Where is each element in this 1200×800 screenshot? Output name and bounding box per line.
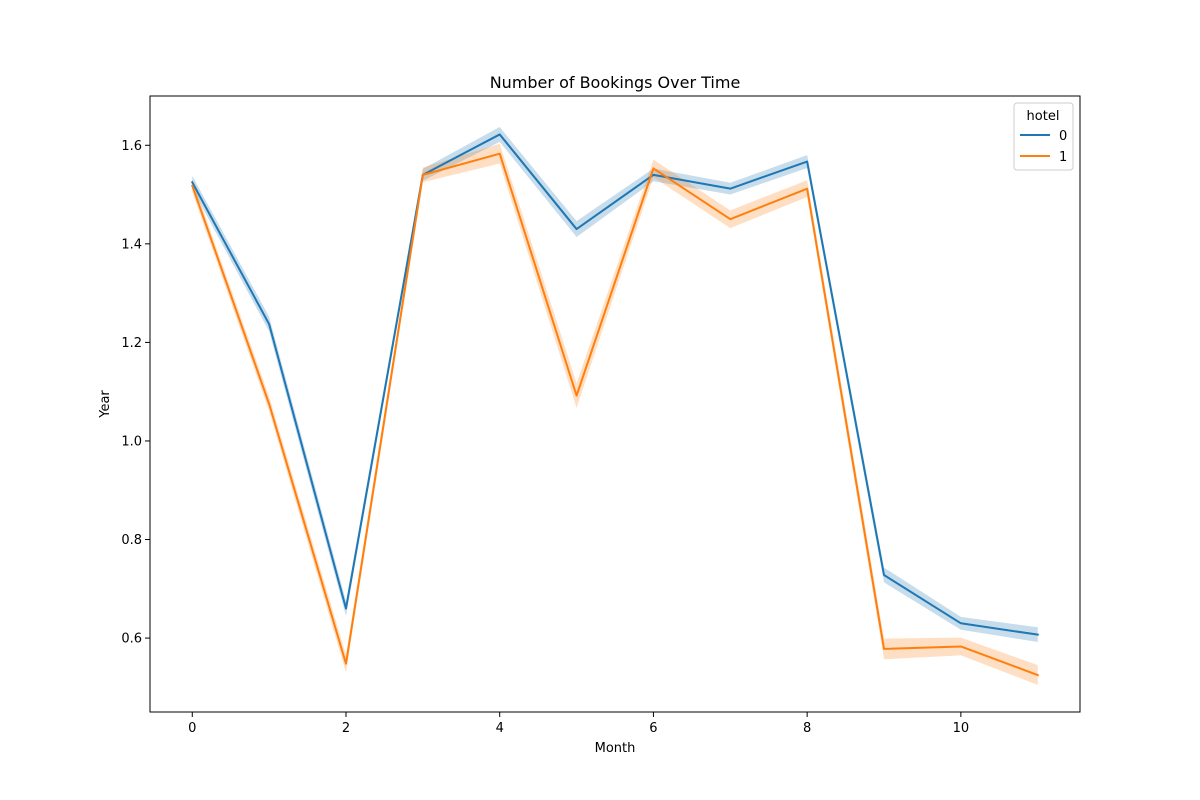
y-tick-label-0.8: 0.8 (121, 533, 142, 548)
legend-label-hotel-0: 0 (1059, 129, 1067, 144)
legend-label-hotel-1: 1 (1059, 150, 1067, 165)
x-tick-label-8: 8 (803, 721, 811, 736)
ci-band-hotel-1 (192, 143, 1038, 685)
x-tick-label-4: 4 (496, 721, 504, 736)
x-tick-label-10: 10 (953, 721, 970, 736)
x-tick-label-0: 0 (188, 721, 196, 736)
line-hotel-0 (190, 133, 1039, 636)
legend-box (1013, 102, 1074, 171)
y-tick-label-1.6: 1.6 (121, 139, 142, 154)
x-tick-label-6: 6 (649, 721, 657, 736)
chart-title: Number of Bookings Over Time (490, 73, 741, 92)
legend-title: hotel (1027, 109, 1060, 124)
y-tick-label-1.4: 1.4 (121, 237, 142, 252)
y-tick-label-1.0: 1.0 (121, 434, 142, 449)
series-lines (190, 133, 1040, 677)
y-axis-label: Year (98, 390, 113, 419)
y-tick-label-1.2: 1.2 (121, 336, 142, 351)
plot-area-frame (149, 95, 1081, 713)
y-axis-ticks: 0.6 0.8 1.0 1.2 1.4 1.6 (121, 139, 150, 647)
confidence-bands (192, 127, 1038, 685)
line-hotel-1 (190, 152, 1040, 677)
x-axis-label: Month (595, 741, 636, 756)
x-tick-label-2: 2 (342, 721, 350, 736)
legend: hotel 0 1 (1013, 102, 1074, 171)
y-tick-label-0.6: 0.6 (121, 632, 142, 647)
x-axis-ticks: 0 2 4 6 8 10 (188, 712, 969, 736)
